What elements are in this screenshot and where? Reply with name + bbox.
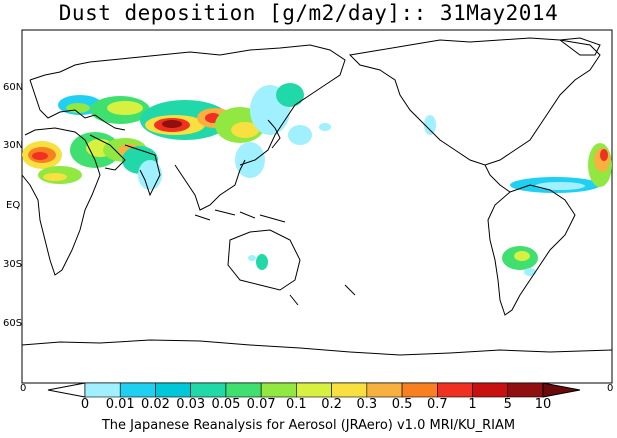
colorbar-segment <box>472 382 509 398</box>
lat-label-30s: 30S <box>3 259 23 270</box>
colorbar-segment <box>331 382 368 398</box>
colorbar-label: 0.05 <box>211 397 241 412</box>
colorbar-segment <box>296 382 332 398</box>
lat-label-eq: EQ <box>6 200 21 211</box>
colorbar-label: 0.1 <box>286 397 307 412</box>
colorbar-segment <box>84 382 121 398</box>
colorbar-label: 0.07 <box>246 397 276 412</box>
map-title: Dust deposition [g/m2/day]:: 31May2014 <box>58 1 559 25</box>
colorbar-label: 0.01 <box>105 397 135 412</box>
map-frame <box>21 29 613 384</box>
colorbar-segment <box>190 382 227 398</box>
colorbar-segment <box>366 382 403 398</box>
lat-label-30n: 30N <box>3 140 24 151</box>
colorbar-segment-left-arrow <box>47 382 86 398</box>
colorbar-segment <box>437 382 473 398</box>
lat-label-60n: 60N <box>3 82 24 93</box>
footer-credit: The Japanese Reanalysis for Aerosol (JRA… <box>101 418 516 433</box>
colorbar-label: 1 <box>468 397 477 412</box>
right-edge-label: 0 <box>607 383 614 394</box>
colorbar-label: 0 <box>80 397 90 412</box>
colorbar-segment <box>507 382 544 398</box>
colorbar-label: 0.5 <box>391 397 413 412</box>
colorbar-segment-right-arrow <box>542 382 581 398</box>
colorbar-label: 5 <box>503 397 512 412</box>
colorbar-segment <box>155 382 191 398</box>
colorbar-segment <box>401 382 438 398</box>
colorbar-label: 0.3 <box>356 397 378 412</box>
colorbar-label: 0.02 <box>140 397 170 412</box>
coastlines <box>21 37 613 356</box>
colorbar-label: 10 <box>534 397 552 412</box>
colorbar-label: 0.7 <box>426 397 448 412</box>
colorbar-labels: 0 0.01 0.02 0.03 0.05 0.07 0.1 0.2 0.3 0.5 0.7 1 5 10 <box>0 397 617 413</box>
lat-label-60s: 60S <box>3 318 23 329</box>
colorbar-label: 0.03 <box>176 397 206 412</box>
dust-field <box>22 83 612 276</box>
colorbar-segment <box>260 382 297 398</box>
colorbar-segment <box>225 382 262 398</box>
colorbar-segment <box>119 382 156 398</box>
left-edge-label: 0 <box>20 383 27 394</box>
colorbar-label: 0.2 <box>321 397 342 412</box>
